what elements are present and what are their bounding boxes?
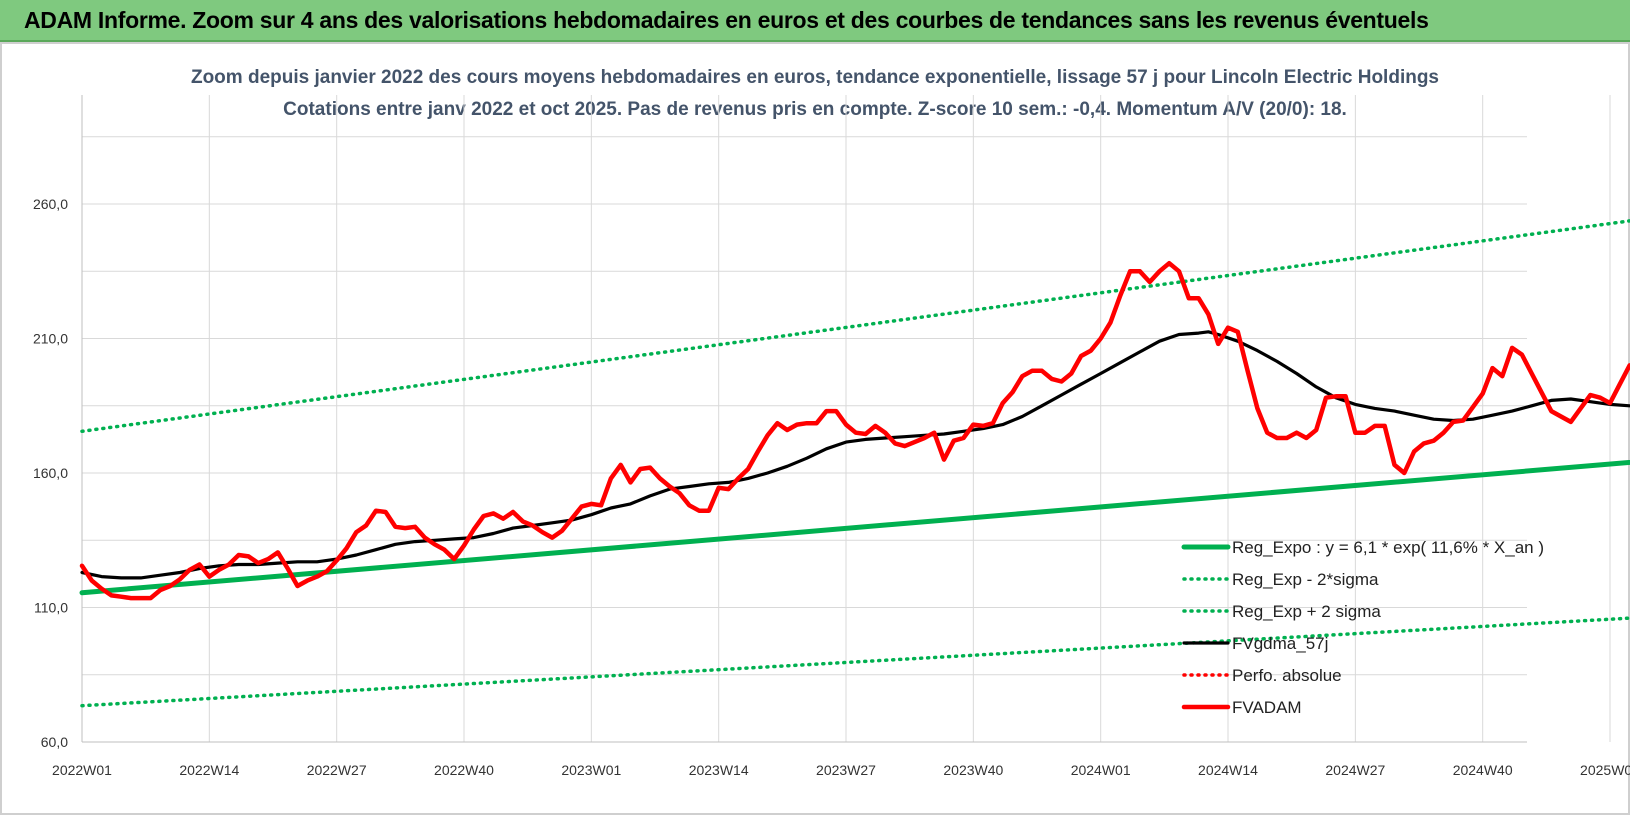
- x-tick-label: 2022W01: [52, 762, 112, 778]
- chart-frame: [0, 42, 1630, 815]
- legend-label: Reg_Exp - 2*sigma: [1232, 570, 1379, 589]
- x-tick-label: 2024W40: [1453, 762, 1513, 778]
- legend-label: FVADAM: [1232, 698, 1302, 717]
- y-tick-label: 160,0: [33, 465, 68, 481]
- x-axis: 2022W01 2022W14 2022W27 2022W40 2023W01 2023W…: [52, 762, 1630, 778]
- legend-label: Perfo. absolue: [1232, 666, 1342, 685]
- x-tick-label: 2025W01: [1580, 762, 1630, 778]
- legend: Reg_Expo : y = 6,1 * exp( 11,6% * X_an )…: [1181, 538, 1544, 717]
- header-banner: ADAM Informe. Zoom sur 4 ans des valoris…: [0, 0, 1630, 42]
- x-tick-label: 2023W01: [561, 762, 621, 778]
- fvadam-line: [79, 260, 1630, 601]
- grid-lines: [81, 95, 1611, 743]
- x-tick-label: 2022W27: [307, 762, 367, 778]
- chart-title: Zoom depuis janvier 2022 des cours moyen…: [190, 67, 1440, 88]
- reg-plus-2sigma-line: [80, 219, 1630, 434]
- x-tick-label: 2023W40: [943, 762, 1003, 778]
- page-title: ADAM Informe. Zoom sur 4 ans des valoris…: [24, 7, 1429, 33]
- legend-label: Reg_Exp + 2 sigma: [1232, 602, 1381, 621]
- x-tick-label: 2024W01: [1071, 762, 1131, 778]
- y-tick-label: 110,0: [34, 600, 68, 616]
- y-axis: 60,0 110,0 160,0 210,0 260,0: [33, 196, 68, 750]
- x-tick-label: 2024W27: [1325, 762, 1385, 778]
- reg-minus-2sigma-line: [80, 616, 1630, 708]
- fvgdma-57j-line: [80, 330, 1630, 580]
- y-tick-label: 60,0: [41, 734, 68, 750]
- x-tick-label: 2023W14: [689, 762, 749, 778]
- chart-subtitle: Cotations entre janv 2022 et oct 2025. P…: [283, 99, 1347, 120]
- x-tick-label: 2022W40: [434, 762, 494, 778]
- legend-label: Reg_Expo : y = 6,1 * exp( 11,6% * X_an ): [1232, 538, 1544, 557]
- reg-expo-line: [79, 459, 1630, 596]
- x-tick-label: 2023W27: [816, 762, 876, 778]
- y-tick-label: 210,0: [33, 331, 68, 347]
- y-tick-label: 260,0: [33, 196, 68, 212]
- legend-label: FVgdma_57j: [1232, 634, 1328, 653]
- x-tick-label: 2022W14: [179, 762, 239, 778]
- x-tick-label: 2024W14: [1198, 762, 1258, 778]
- series-group: [79, 219, 1630, 708]
